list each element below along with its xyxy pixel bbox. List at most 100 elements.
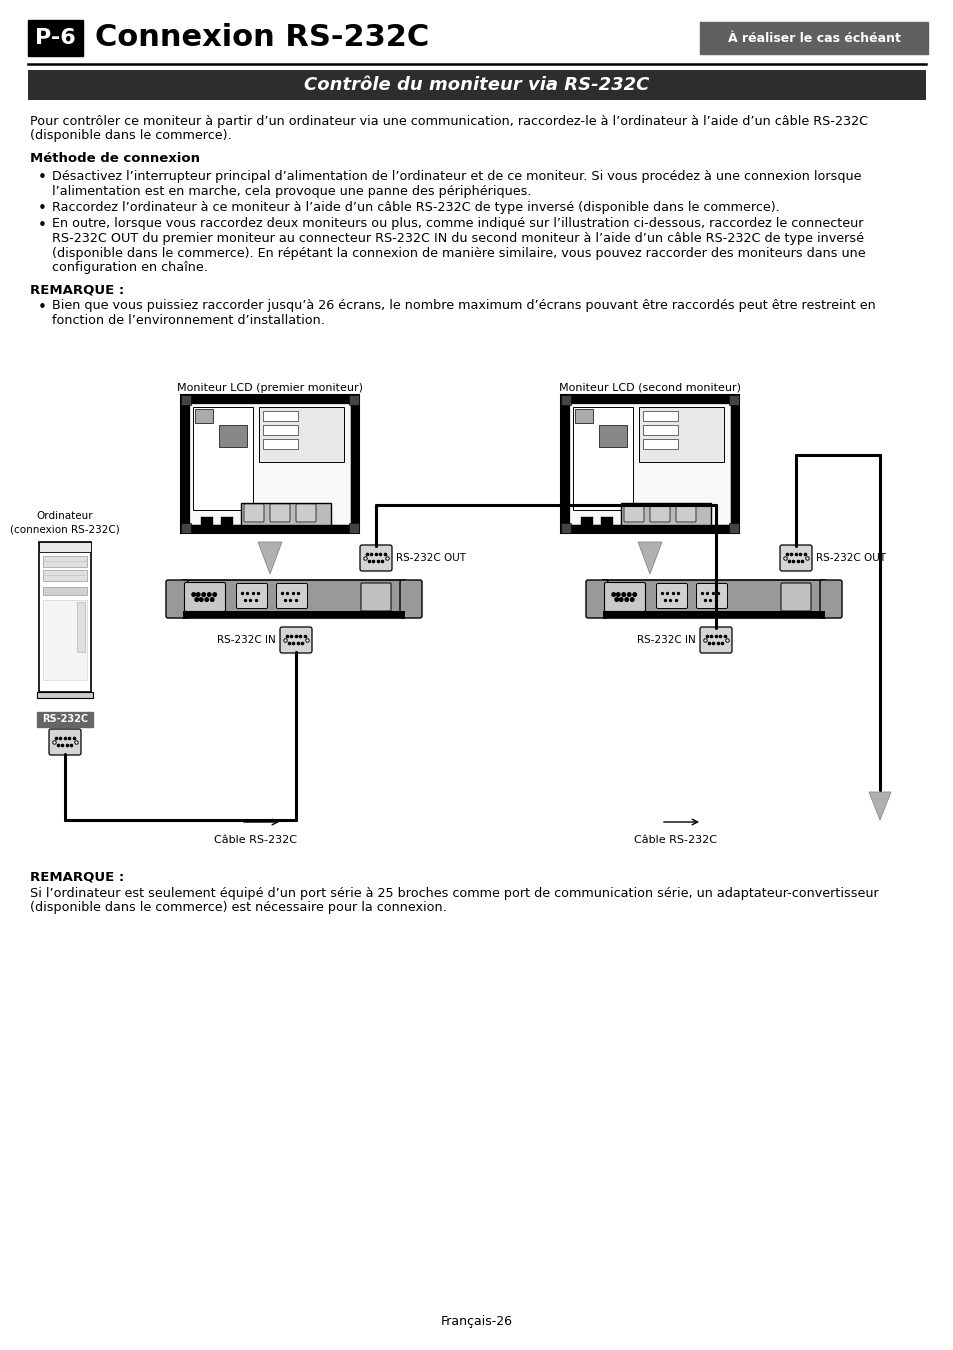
- Text: RS-232C: RS-232C: [42, 714, 88, 725]
- Bar: [181, 396, 191, 405]
- Bar: [263, 425, 297, 435]
- Bar: [43, 599, 87, 680]
- Bar: [201, 517, 213, 525]
- FancyBboxPatch shape: [700, 626, 731, 653]
- Bar: [729, 396, 738, 532]
- Text: RS-232C OUT: RS-232C OUT: [395, 554, 465, 563]
- Text: Contrôle du moniteur via RS-232C: Contrôle du moniteur via RS-232C: [304, 76, 649, 95]
- Bar: [37, 693, 92, 698]
- Bar: [598, 425, 626, 447]
- Bar: [560, 396, 739, 533]
- Text: RS-232C IN: RS-232C IN: [217, 634, 275, 645]
- Bar: [241, 504, 331, 525]
- Text: Méthode de connexion: Méthode de connexion: [30, 153, 200, 165]
- Text: (disponible dans le commerce). En répétant la connexion de manière similaire, vo: (disponible dans le commerce). En répéta…: [52, 247, 864, 259]
- Bar: [728, 522, 739, 533]
- Text: •: •: [38, 170, 47, 185]
- FancyBboxPatch shape: [359, 545, 392, 571]
- Polygon shape: [868, 792, 890, 819]
- FancyBboxPatch shape: [360, 583, 391, 612]
- Bar: [182, 396, 190, 532]
- Bar: [561, 524, 738, 532]
- Bar: [728, 396, 739, 405]
- Text: Câble RS-232C: Câble RS-232C: [634, 836, 717, 845]
- Bar: [350, 396, 357, 532]
- Bar: [349, 522, 358, 533]
- Text: REMARQUE :: REMARQUE :: [30, 284, 124, 297]
- FancyBboxPatch shape: [270, 504, 290, 522]
- Text: ⬤⬤⬤⬤⬤
⬤⬤⬤⬤: ⬤⬤⬤⬤⬤ ⬤⬤⬤⬤: [611, 591, 639, 602]
- Text: Ordinateur
(connexion RS-232C): Ordinateur (connexion RS-232C): [10, 510, 120, 535]
- Text: À réaliser le cas échéant: À réaliser le cas échéant: [727, 31, 900, 45]
- Text: ⬤⬤⬤⬤⬤
⬤⬤⬤⬤: ⬤⬤⬤⬤⬤ ⬤⬤⬤⬤: [191, 591, 218, 602]
- Text: Connexion RS-232C: Connexion RS-232C: [95, 23, 429, 53]
- Bar: [194, 409, 213, 423]
- Bar: [77, 602, 85, 652]
- FancyBboxPatch shape: [780, 545, 811, 571]
- Text: Moniteur LCD (premier moniteur): Moniteur LCD (premier moniteur): [177, 383, 363, 393]
- FancyBboxPatch shape: [585, 580, 607, 618]
- FancyBboxPatch shape: [280, 626, 312, 653]
- Bar: [37, 711, 92, 728]
- Text: •: •: [38, 217, 47, 232]
- Text: Raccordez l’ordinateur à ce moniteur à l’aide d’un câble RS-232C de type inversé: Raccordez l’ordinateur à ce moniteur à l…: [52, 201, 779, 215]
- Text: (disponible dans le commerce) est nécessaire pour la connexion.: (disponible dans le commerce) est nécess…: [30, 902, 446, 914]
- FancyBboxPatch shape: [676, 504, 696, 522]
- FancyBboxPatch shape: [820, 580, 841, 618]
- Bar: [182, 396, 357, 404]
- Bar: [349, 396, 358, 405]
- Text: Câble RS-232C: Câble RS-232C: [214, 836, 297, 845]
- Bar: [620, 504, 710, 525]
- FancyBboxPatch shape: [49, 729, 81, 755]
- Bar: [602, 580, 824, 618]
- Bar: [573, 406, 633, 510]
- Polygon shape: [638, 541, 661, 574]
- Text: (disponible dans le commerce).: (disponible dans le commerce).: [30, 130, 232, 143]
- Bar: [193, 406, 253, 510]
- Bar: [39, 541, 91, 552]
- Bar: [263, 439, 297, 450]
- Bar: [580, 517, 593, 525]
- Text: En outre, lorsque vous raccordez deux moniteurs ou plus, comme indiqué sur l’ill: En outre, lorsque vous raccordez deux mo…: [52, 217, 862, 231]
- Bar: [182, 524, 357, 532]
- Bar: [43, 556, 87, 567]
- Text: Si l’ordinateur est seulement équipé d’un port série à 25 broches comme port de : Si l’ordinateur est seulement équipé d’u…: [30, 887, 878, 900]
- FancyBboxPatch shape: [623, 504, 643, 522]
- Bar: [642, 410, 678, 421]
- Bar: [43, 570, 87, 580]
- FancyBboxPatch shape: [166, 580, 188, 618]
- Bar: [263, 410, 297, 421]
- Bar: [561, 396, 569, 532]
- Bar: [181, 396, 358, 533]
- Text: •: •: [38, 201, 47, 216]
- Bar: [700, 22, 927, 54]
- Bar: [39, 541, 91, 693]
- FancyBboxPatch shape: [244, 504, 264, 522]
- FancyBboxPatch shape: [295, 504, 315, 522]
- FancyBboxPatch shape: [656, 583, 687, 609]
- Bar: [221, 517, 233, 525]
- Bar: [183, 580, 405, 618]
- Text: Français-26: Français-26: [440, 1315, 513, 1328]
- Text: RS-232C OUT: RS-232C OUT: [815, 554, 885, 563]
- Text: configuration en chaîne.: configuration en chaîne.: [52, 261, 208, 274]
- FancyBboxPatch shape: [781, 583, 810, 612]
- Text: •: •: [38, 300, 47, 315]
- FancyBboxPatch shape: [399, 580, 421, 618]
- Bar: [181, 522, 191, 533]
- Text: P-6: P-6: [35, 28, 76, 49]
- Bar: [642, 425, 678, 435]
- FancyBboxPatch shape: [649, 504, 669, 522]
- Bar: [43, 587, 87, 595]
- Bar: [183, 612, 405, 618]
- Bar: [190, 404, 350, 524]
- Bar: [560, 396, 571, 405]
- Text: l’alimentation est en marche, cela provoque une panne des périphériques.: l’alimentation est en marche, cela provo…: [52, 185, 531, 197]
- Bar: [639, 406, 723, 462]
- Bar: [600, 517, 613, 525]
- Bar: [642, 439, 678, 450]
- FancyBboxPatch shape: [236, 583, 267, 609]
- Text: Moniteur LCD (second moniteur): Moniteur LCD (second moniteur): [558, 383, 740, 393]
- Text: Pour contrôler ce moniteur à partir d’un ordinateur via une communication, racco: Pour contrôler ce moniteur à partir d’un…: [30, 115, 867, 128]
- Text: RS-232C IN: RS-232C IN: [637, 634, 696, 645]
